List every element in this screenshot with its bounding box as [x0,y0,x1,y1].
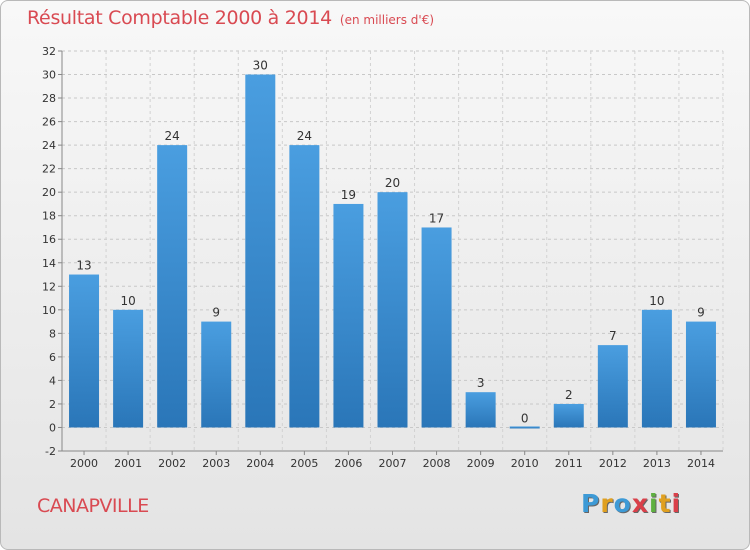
bar-2001 [113,309,144,428]
value-label: 20 [385,176,400,190]
y-tick-label: 20 [42,186,56,199]
value-label: 2 [565,388,573,402]
x-tick-label: 2008 [423,457,451,470]
value-label: 24 [165,129,180,143]
bar-2003 [201,321,232,428]
y-tick-label: 22 [42,163,56,176]
bar-2014 [685,321,716,428]
value-label: 0 [521,411,529,425]
bar-2006 [333,203,364,428]
logo-letter: r [600,489,614,518]
logo-letter: x [631,489,649,518]
chart-subtitle: (en milliers d'€) [339,13,435,27]
y-tick-label: -2 [45,445,56,458]
x-tick-label: 2003 [202,457,230,470]
x-tick-label: 2004 [246,457,274,470]
y-tick-label: 6 [49,351,56,364]
value-label: 10 [649,294,664,308]
bar-2011 [553,403,584,428]
value-label: 3 [477,376,485,390]
bar-2007 [377,192,408,428]
y-tick-label: 4 [49,374,56,387]
bar-2012 [597,345,628,428]
x-tick-label: 2010 [511,457,539,470]
value-label: 24 [297,129,312,143]
value-label: 10 [120,294,135,308]
bar-2000 [69,274,100,428]
x-tick-label: 2009 [467,457,495,470]
y-tick-label: 30 [42,69,56,82]
logo-letter: o [613,489,632,518]
x-tick-label: 2012 [599,457,627,470]
y-tick-label: 18 [42,210,56,223]
logo-letter: i [649,489,659,518]
y-tick-label: 26 [42,116,56,129]
logo-letter: i [671,489,682,518]
bar-2008 [421,227,452,428]
x-tick-label: 2005 [290,457,318,470]
bar-2005 [289,145,320,428]
y-tick-label: 14 [42,257,56,270]
proxiti-logo: Proxiti [581,489,681,518]
bar-2013 [641,309,672,428]
x-tick-label: 2001 [114,457,142,470]
bar-2004 [245,74,276,428]
x-tick-label: 2011 [555,457,583,470]
x-tick-label: 2014 [687,457,715,470]
value-label: 9 [212,306,220,320]
bar-2002 [157,145,188,428]
y-tick-label: 8 [49,327,56,340]
y-tick-label: 24 [42,139,56,152]
x-tick-label: 2013 [643,457,671,470]
bar-2009 [465,392,496,428]
value-label: 17 [429,211,444,225]
y-tick-label: 16 [42,233,56,246]
logo-letter: t [658,489,672,518]
x-tick-label: 2006 [334,457,362,470]
y-tick-label: 28 [42,92,56,105]
title-block: Résultat Comptable 2000 à 2014 (en millie… [27,7,434,29]
x-tick-label: 2007 [379,457,407,470]
y-tick-label: 12 [42,280,56,293]
x-tick-label: 2000 [70,457,98,470]
y-tick-label: 0 [49,421,56,434]
x-tick-label: 2002 [158,457,186,470]
y-tick-label: 2 [49,398,56,411]
bars [69,74,716,429]
chart-title: Résultat Comptable 2000 à 2014 [27,7,332,29]
value-label: 19 [341,188,356,202]
logo-letter: P [581,489,601,518]
value-label: 30 [253,59,268,73]
value-label: 13 [76,259,91,273]
value-label: 9 [697,306,705,320]
y-tick-label: 10 [42,304,56,317]
value-label: 7 [609,329,617,343]
bar-2010 [509,426,540,429]
commune-name: CANAPVILLE [37,495,149,517]
y-tick-label: 32 [42,45,56,58]
